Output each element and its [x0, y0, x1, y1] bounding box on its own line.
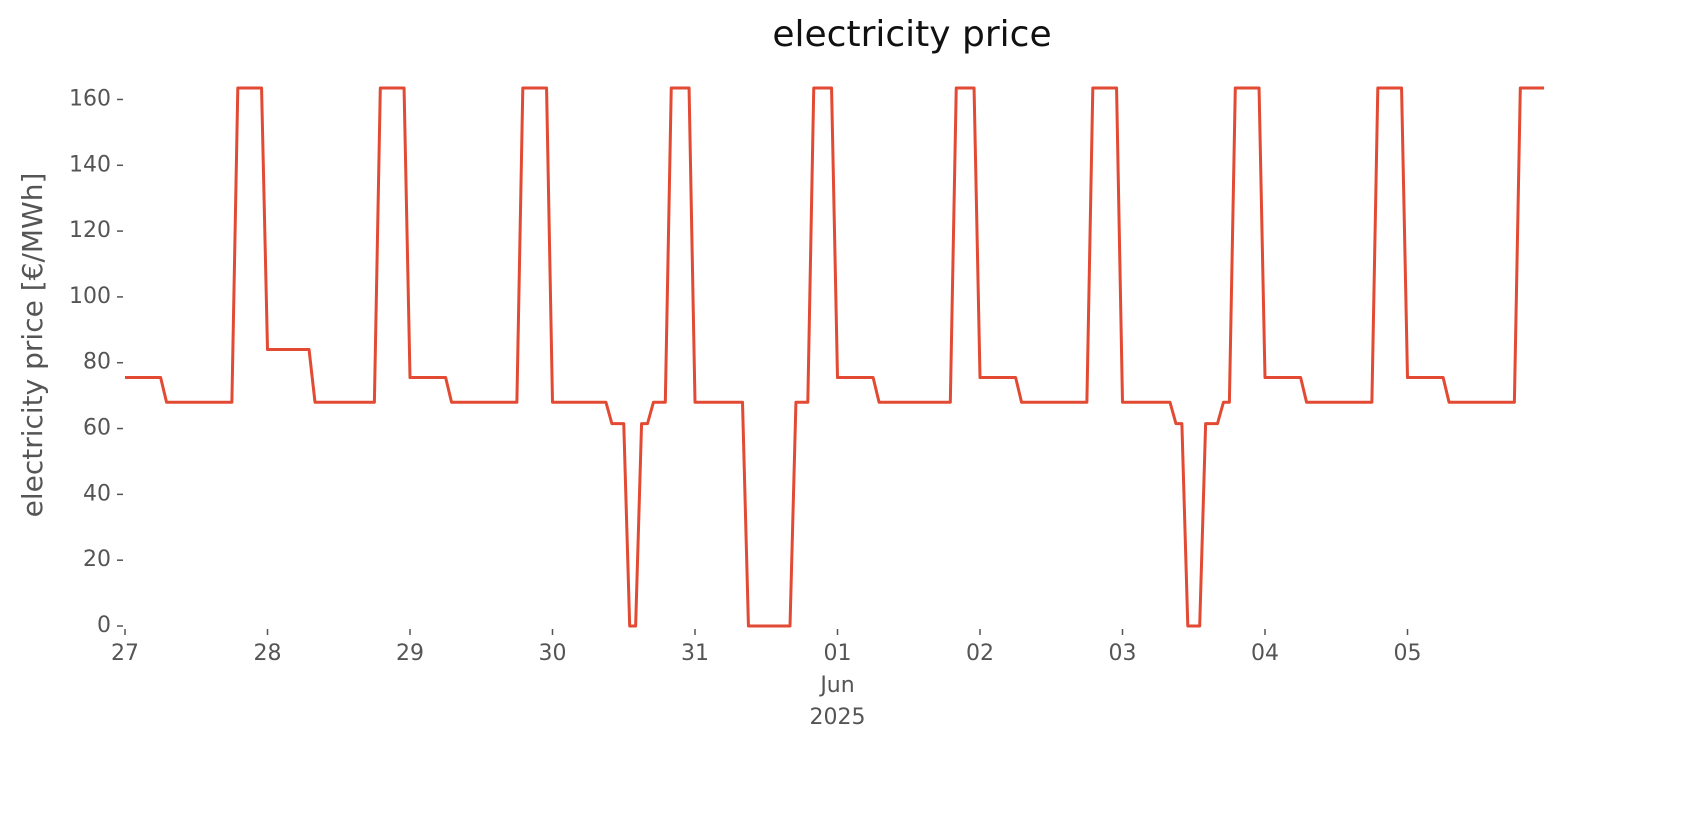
y-tick-label: 120	[69, 218, 111, 243]
y-tick-label: 0	[97, 613, 111, 638]
y-tick-label: 140	[69, 152, 111, 177]
x-tick-label: 02	[966, 641, 994, 666]
y-tick-label: 20	[83, 547, 111, 572]
y-tick-label: 160	[69, 86, 111, 111]
x-tick-label: 03	[1109, 641, 1137, 666]
x-tick-label: 29	[396, 641, 424, 666]
x-tick-label: 28	[254, 641, 282, 666]
price-line	[125, 86, 1545, 628]
x-tick-label: 30	[539, 641, 567, 666]
x-tick-label: 01 Jun 2025	[810, 641, 866, 730]
x-tick-label: 05	[1394, 641, 1422, 666]
y-tick-label: 100	[69, 284, 111, 309]
y-tick-label: 60	[83, 416, 111, 441]
y-axis-label: electricity price [€/MWh]	[16, 173, 49, 518]
x-tick-label: 27	[111, 641, 139, 666]
y-tick-label: 40	[83, 481, 111, 506]
y-tick-label: 80	[83, 350, 111, 375]
x-tick-label: 04	[1251, 641, 1279, 666]
x-tick-label: 31	[681, 641, 709, 666]
chart-title: electricity price	[772, 14, 1051, 55]
